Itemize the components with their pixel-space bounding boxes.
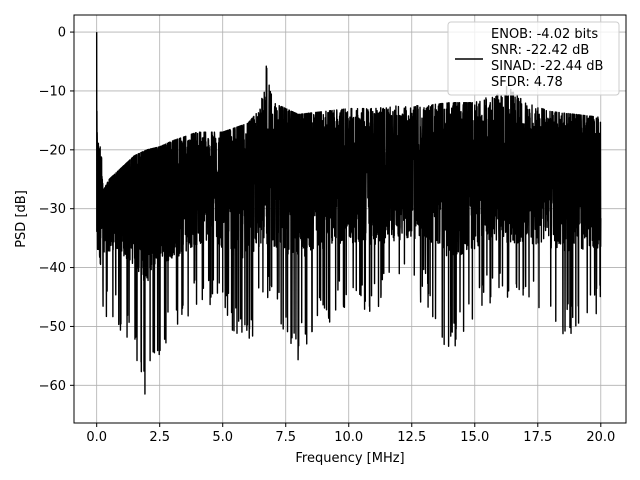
x-tick-label: 10.0 (334, 430, 363, 445)
x-tick-label: 12.5 (397, 430, 426, 445)
x-tick-label: 7.5 (275, 430, 296, 445)
x-tick-label: 2.5 (149, 430, 170, 445)
legend-entry-line: SINAD: -22.44 dB (491, 59, 603, 74)
legend-box (447, 21, 620, 96)
y-tick-label: −50 (39, 320, 66, 335)
legend-entry-line: ENOB: -4.02 bits (491, 27, 598, 42)
legend-entry-line: SNR: -22.42 dB (491, 43, 589, 58)
y-axis-label: PSD [dB] (14, 190, 29, 248)
x-axis-label: Frequency [MHz] (295, 451, 404, 466)
legend: ENOB: -4.02 bits SNR: -22.42 dB SINAD: -22… (447, 21, 620, 96)
y-tick-label: −10 (39, 84, 66, 99)
psd-trace (95, 32, 602, 395)
x-tick-label: 17.5 (523, 430, 552, 445)
plot-frame (73, 14, 627, 424)
y-tick-label: −60 (39, 379, 66, 394)
y-axis-ticks: 0 −10 −20 −30 −40 −50 −60 (39, 26, 74, 394)
legend-entry-text: ENOB: -4.02 bits SNR: -22.42 dB SINAD: -22… (491, 27, 603, 90)
y-tick-label: 0 (58, 26, 66, 41)
y-tick-label: −30 (39, 202, 66, 217)
y-tick-label: −40 (39, 261, 66, 276)
x-tick-label: 15.0 (460, 430, 489, 445)
x-axis-ticks: 0.0 2.5 5.0 7.5 10.0 12.5 15.0 17.5 20.0 (86, 423, 615, 445)
legend-entry-line: SFDR: 4.78 (491, 75, 563, 90)
psd-series-line (95, 32, 602, 395)
x-tick-label: 20.0 (586, 430, 615, 445)
x-tick-label: 0.0 (86, 430, 107, 445)
x-tick-label: 5.0 (212, 430, 233, 445)
y-tick-label: −20 (39, 143, 66, 158)
